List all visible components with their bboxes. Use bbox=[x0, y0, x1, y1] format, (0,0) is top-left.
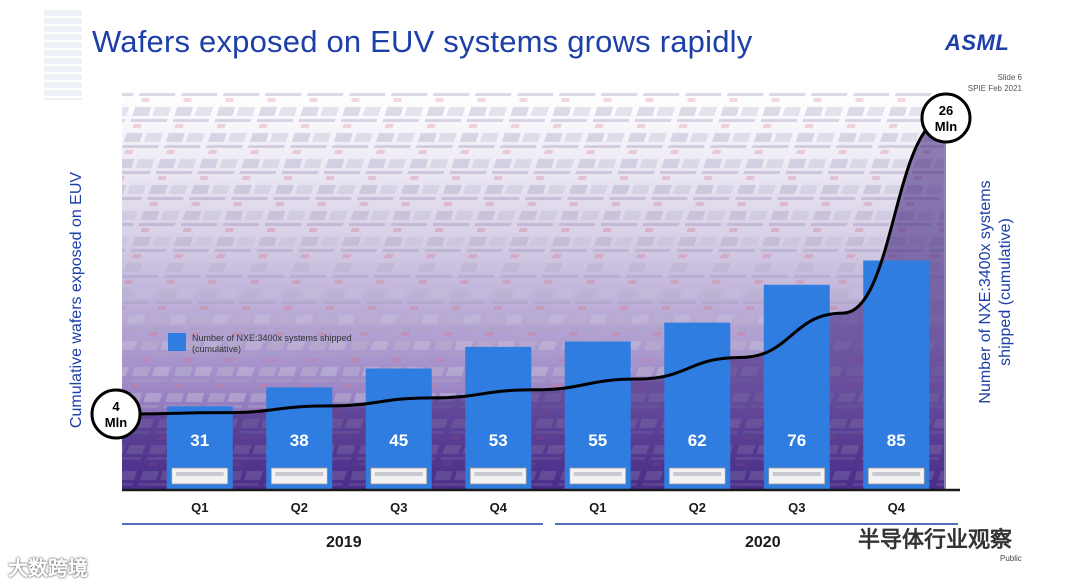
slide-meta: Slide 6 SPIE Feb 2021 bbox=[968, 72, 1022, 94]
y-axis-label-left: Cumulative wafers exposed on EUV bbox=[68, 171, 85, 429]
year-label-2019: 2019 bbox=[326, 534, 362, 551]
curve-end-marker-unit: Mln bbox=[935, 119, 957, 134]
watermark-left: 大数跨境 bbox=[8, 558, 88, 580]
legend-swatch bbox=[168, 333, 186, 351]
x-tick-label-6: Q2 bbox=[689, 500, 706, 515]
x-tick-label-4: Q4 bbox=[490, 500, 508, 515]
bar-5 bbox=[564, 341, 631, 490]
bar-value-label-6: 62 bbox=[688, 431, 707, 450]
legend: Number of NXE:3400x systems shipped (cum… bbox=[168, 333, 352, 355]
machine-icon-detail-3 bbox=[374, 472, 423, 476]
bar-8 bbox=[863, 260, 930, 490]
decorative-stripes bbox=[44, 10, 82, 100]
bar-value-label-4: 53 bbox=[489, 431, 508, 450]
machine-icon-detail-8 bbox=[872, 472, 921, 476]
x-tick-label-2: Q2 bbox=[291, 500, 308, 515]
y-axis-label-right-line1: Number of NXE:3400x systems bbox=[977, 180, 994, 404]
machine-icon-detail-5 bbox=[573, 472, 622, 476]
y-axis-label-right-line2: shipped (cumulative) bbox=[997, 218, 1014, 366]
slide-number: Slide 6 bbox=[997, 73, 1022, 82]
slide-event: SPIE Feb 2021 bbox=[967, 84, 1022, 93]
asml-logo: ASML bbox=[945, 30, 1010, 55]
bar-value-label-7: 76 bbox=[787, 431, 806, 450]
bar-value-label-5: 55 bbox=[588, 431, 607, 450]
x-tick-label-7: Q3 bbox=[788, 500, 805, 515]
bar-value-label-2: 38 bbox=[290, 431, 309, 450]
machine-icon-detail-2 bbox=[275, 472, 324, 476]
machine-icon-detail-6 bbox=[673, 472, 722, 476]
curve-start-marker-circle bbox=[90, 388, 142, 440]
bar-value-label-8: 85 bbox=[887, 431, 906, 450]
curve-start-marker-value: 4 bbox=[112, 399, 120, 414]
x-tick-label-3: Q3 bbox=[390, 500, 407, 515]
curve-end-marker-circle bbox=[920, 92, 972, 144]
y-axis-label-right: Number of NXE:3400x systems shipped (cum… bbox=[976, 180, 1016, 403]
curve-fill bbox=[122, 118, 946, 490]
year-label-2020: 2020 bbox=[745, 534, 781, 551]
x-tick-label-5: Q1 bbox=[589, 500, 606, 515]
x-tick-label-8: Q4 bbox=[888, 500, 906, 515]
x-tick-label-1: Q1 bbox=[191, 500, 208, 515]
watermark-right: 半导体行业观察 bbox=[858, 527, 1013, 552]
bar-4 bbox=[465, 346, 532, 490]
machine-icon-detail-4 bbox=[474, 472, 523, 476]
public-label: Public bbox=[1000, 554, 1022, 563]
bar-value-label-3: 45 bbox=[389, 431, 408, 450]
curve-start-marker-unit: Mln bbox=[105, 415, 127, 430]
wafer-curve bbox=[121, 116, 947, 416]
machine-icon-detail-1 bbox=[175, 472, 224, 476]
page-title: Wafers exposed on EUV systems grows rapi… bbox=[92, 24, 753, 59]
legend-label: Number of NXE:3400x systems shipped (cum… bbox=[192, 333, 352, 354]
bar-value-label-1: 31 bbox=[190, 431, 209, 450]
bar-7 bbox=[763, 284, 830, 490]
bar-6 bbox=[664, 322, 731, 490]
machine-icon-detail-7 bbox=[772, 472, 821, 476]
curve-end-marker-value: 26 bbox=[939, 103, 953, 118]
